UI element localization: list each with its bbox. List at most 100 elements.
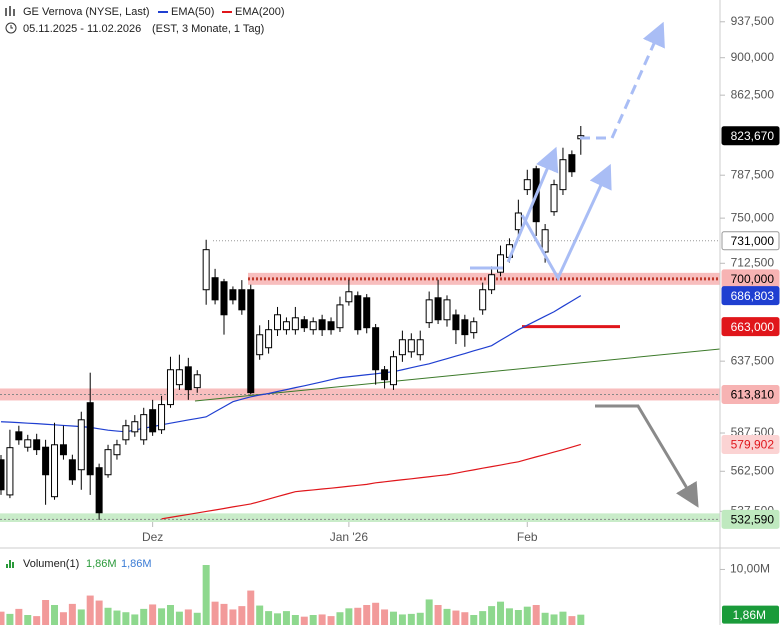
volume-bar xyxy=(140,608,148,625)
candle-body xyxy=(300,319,308,329)
candle-body xyxy=(51,444,59,498)
candle-body xyxy=(461,319,469,336)
x-tick-label: Jan '26 xyxy=(330,530,369,544)
candle-body xyxy=(523,179,531,191)
candle-body xyxy=(166,369,174,406)
price-badge-label: 579,902 xyxy=(731,438,775,452)
volume-bar xyxy=(15,608,23,625)
candle-body xyxy=(274,314,282,331)
candle-body xyxy=(416,339,424,356)
price-badge-label: 700,000 xyxy=(731,272,775,286)
volume-bar xyxy=(291,615,299,625)
candle-body xyxy=(33,439,41,451)
candle-body xyxy=(550,184,558,213)
volume-bar xyxy=(336,612,344,625)
volume-bar xyxy=(577,614,585,625)
volume-legend-value: 1,86M xyxy=(121,558,152,570)
volume-bar xyxy=(318,614,326,625)
candle-body xyxy=(354,295,362,331)
legend-label: EMA(200) xyxy=(235,6,285,18)
volume-bar xyxy=(51,605,59,625)
candle-body xyxy=(452,314,460,331)
volume-bar xyxy=(488,606,496,625)
volume-bar xyxy=(461,612,469,625)
header: GE Vernova (NYSE, Last) EMA(50) EMA(200)… xyxy=(0,0,300,38)
price-badge-label: 731,000 xyxy=(731,234,775,248)
volume-bar xyxy=(220,603,228,625)
candle-body xyxy=(434,297,442,321)
level-band xyxy=(0,513,720,522)
volume-bar xyxy=(149,604,157,625)
price-badge xyxy=(721,317,780,337)
price-badge-label: 532,590 xyxy=(731,513,775,527)
volume-bar xyxy=(59,612,67,625)
volume-bar xyxy=(309,615,317,625)
volume-bar xyxy=(166,605,174,625)
volume-bar xyxy=(42,600,50,625)
arrows xyxy=(470,21,699,508)
volume-bar xyxy=(247,590,255,625)
candle-body xyxy=(122,425,130,441)
projection-arrow xyxy=(595,404,699,508)
y-tick-label: 750,000 xyxy=(731,210,775,224)
volume-bar xyxy=(175,611,183,625)
candle-body xyxy=(6,447,14,496)
candle-body xyxy=(514,212,522,231)
y-tick-label: 862,500 xyxy=(731,87,775,101)
candle-body xyxy=(95,467,103,514)
candle-body xyxy=(15,431,23,441)
header-bg xyxy=(0,0,300,38)
candle-body xyxy=(559,159,567,191)
projection-arrow xyxy=(520,163,612,282)
price-badge xyxy=(721,509,780,529)
price-badge-label: 663,000 xyxy=(731,320,775,334)
volume-bar xyxy=(345,608,353,625)
volume-bar xyxy=(95,600,103,625)
volume-bar xyxy=(256,605,264,625)
candle-body xyxy=(479,289,487,311)
candle-body xyxy=(265,329,273,349)
clock-hand xyxy=(10,25,13,29)
volume-bar xyxy=(202,565,210,625)
x-tick-label: Dez xyxy=(142,530,163,544)
y-tick-label: 937,500 xyxy=(731,14,775,28)
candle-body xyxy=(229,289,237,301)
volume-bar xyxy=(33,616,41,625)
candle-body xyxy=(202,249,210,291)
clock-icon xyxy=(5,22,17,34)
volume-badge-label: 1,86M xyxy=(733,608,766,622)
volume-bar xyxy=(568,616,576,625)
volume-bar xyxy=(229,609,237,625)
volume-bar xyxy=(184,609,192,625)
candle-body xyxy=(158,404,166,431)
y-tick-label: 900,000 xyxy=(731,50,775,64)
volume-bar xyxy=(122,612,130,625)
volume-bar xyxy=(113,610,121,625)
candle-body xyxy=(42,446,50,476)
y-tick-label: 712,500 xyxy=(731,255,775,269)
drawings xyxy=(194,348,720,402)
price-badge xyxy=(721,434,780,454)
volume-bar xyxy=(407,613,415,625)
x-tick-label: Feb xyxy=(517,530,538,544)
candle-body xyxy=(345,291,353,303)
candle-body xyxy=(149,409,157,433)
date-range: 05.11.2025 - 11.02.2026 xyxy=(23,23,141,35)
volume-bar xyxy=(68,603,76,625)
y-tick-label: 562,500 xyxy=(731,463,775,477)
volume-bar xyxy=(354,607,362,625)
candle-body xyxy=(193,374,201,389)
candle-body xyxy=(113,444,121,456)
volume-header: Volumen(1) 1,86M 1,86M xyxy=(6,558,152,570)
volume-bar xyxy=(24,615,32,625)
price-badge-label: 686,803 xyxy=(731,289,775,303)
candle-body xyxy=(327,321,335,331)
candle-body xyxy=(425,299,433,324)
candle-body xyxy=(381,369,389,381)
volume-bar xyxy=(327,616,335,625)
volume-bar xyxy=(434,605,442,625)
candle-body xyxy=(372,327,380,371)
volume-legend-value: 1,86M xyxy=(86,558,117,570)
volume-bar xyxy=(452,610,460,625)
